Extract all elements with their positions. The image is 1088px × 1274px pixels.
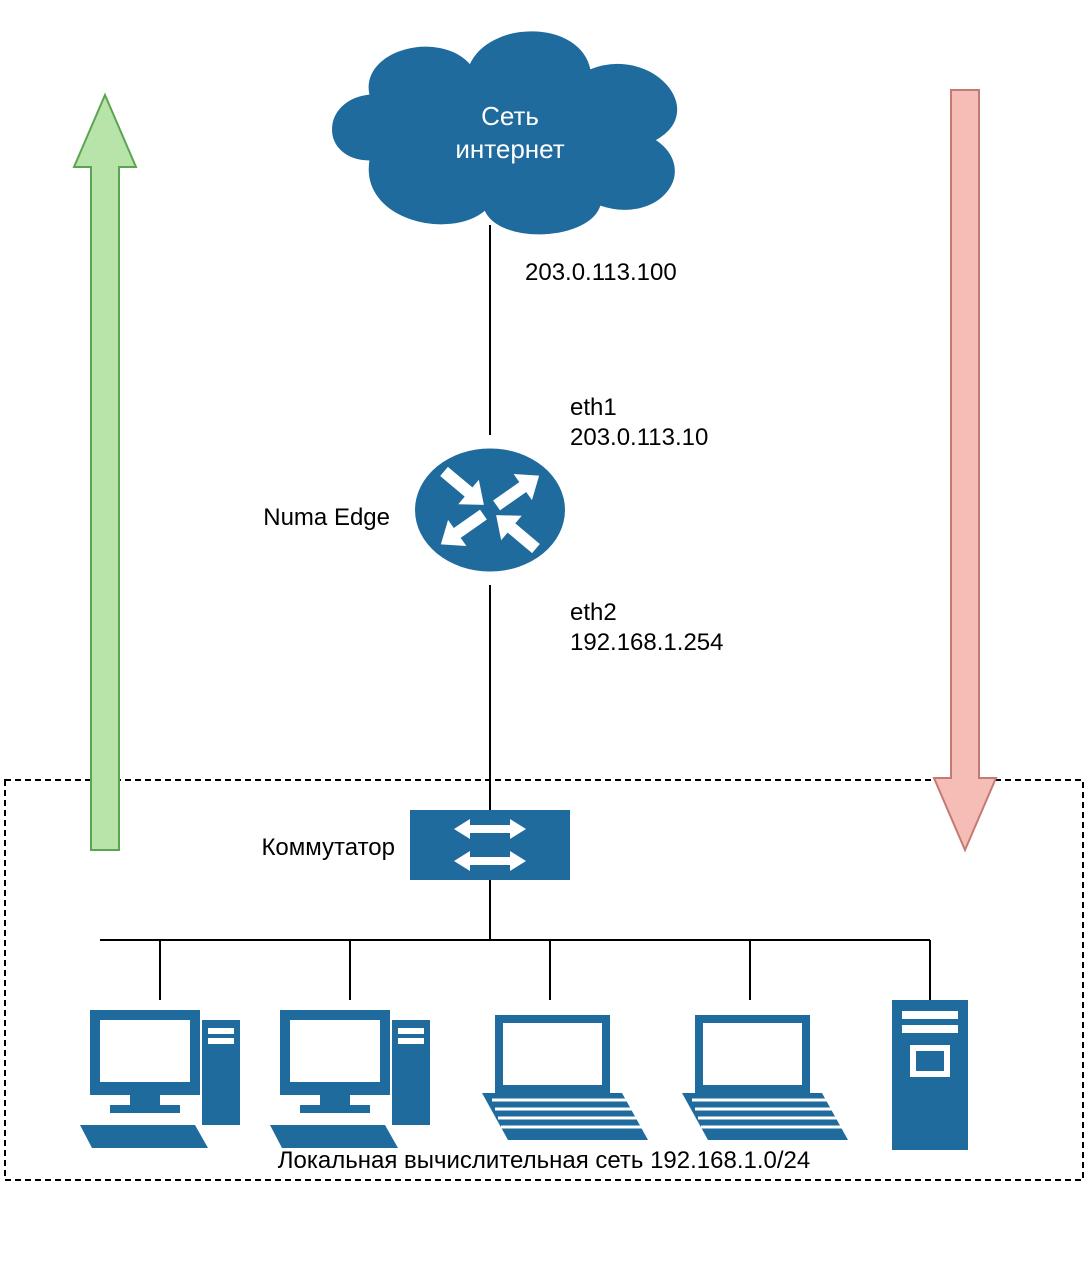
lan-footer-label: Локальная вычислительная сеть 192.168.1.… — [278, 1147, 810, 1174]
switch-label: Коммутатор — [261, 834, 395, 861]
router-label: Numa Edge — [263, 504, 390, 531]
desktop-1-icon — [80, 1010, 240, 1148]
eth2-ip-label: 192.168.1.254 — [570, 629, 723, 656]
internet-cloud: Сетьинтернет — [333, 32, 677, 234]
eth2-name-label: eth2 — [570, 599, 617, 626]
download-arrow — [934, 90, 996, 850]
cloud-label-1: Сеть — [481, 101, 539, 131]
laptop-1-icon — [482, 1015, 648, 1140]
desktop-2-icon — [270, 1010, 430, 1148]
upload-arrow — [74, 95, 136, 850]
router-icon — [415, 449, 565, 572]
cloud-label-2: интернет — [455, 134, 564, 164]
eth1-ip-label: 203.0.113.10 — [570, 424, 708, 451]
eth1-name-label: eth1 — [570, 394, 617, 421]
switch-icon — [410, 810, 570, 880]
cloud-ip-label: 203.0.113.100 — [525, 259, 677, 286]
laptop-2-icon — [682, 1015, 848, 1140]
server-icon — [892, 1000, 968, 1150]
